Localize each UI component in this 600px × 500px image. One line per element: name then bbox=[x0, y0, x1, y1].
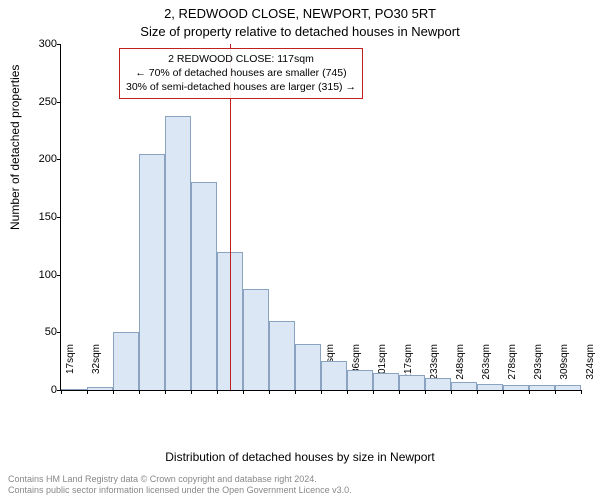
x-tick-mark bbox=[529, 390, 530, 394]
x-tick-mark bbox=[165, 390, 166, 394]
y-tick-mark bbox=[57, 332, 61, 333]
histogram-bar bbox=[295, 344, 321, 390]
x-axis-label: Distribution of detached houses by size … bbox=[0, 450, 600, 464]
x-tick-label: 324sqm bbox=[585, 344, 596, 394]
y-tick-mark bbox=[57, 217, 61, 218]
y-tick-mark bbox=[57, 44, 61, 45]
annotation-line: ← 70% of detached houses are smaller (74… bbox=[126, 66, 356, 80]
x-tick-mark bbox=[295, 390, 296, 394]
y-tick-label: 100 bbox=[27, 269, 57, 281]
y-tick-label: 200 bbox=[27, 153, 57, 165]
footer-line1: Contains HM Land Registry data © Crown c… bbox=[8, 474, 592, 485]
x-tick-mark bbox=[477, 390, 478, 394]
x-tick-mark bbox=[243, 390, 244, 394]
y-tick-label: 250 bbox=[27, 96, 57, 108]
y-tick-label: 300 bbox=[27, 38, 57, 50]
histogram-bar bbox=[191, 182, 217, 390]
x-tick-mark bbox=[503, 390, 504, 394]
histogram-bar bbox=[425, 378, 451, 390]
chart-title-line1: 2, REDWOOD CLOSE, NEWPORT, PO30 5RT bbox=[0, 6, 600, 21]
x-tick-mark bbox=[555, 390, 556, 394]
annotation-line: 30% of semi-detached houses are larger (… bbox=[126, 80, 356, 94]
annotation-line: 2 REDWOOD CLOSE: 117sqm bbox=[126, 52, 356, 66]
x-tick-mark bbox=[425, 390, 426, 394]
histogram-bar bbox=[165, 116, 191, 390]
chart-title-line2: Size of property relative to detached ho… bbox=[0, 24, 600, 39]
x-tick-mark bbox=[347, 390, 348, 394]
histogram-bar bbox=[61, 389, 87, 390]
histogram-bar bbox=[87, 387, 113, 390]
y-tick-mark bbox=[57, 159, 61, 160]
histogram-bar bbox=[529, 385, 555, 390]
histogram-bar bbox=[399, 375, 425, 390]
y-tick-label: 150 bbox=[27, 211, 57, 223]
x-tick-mark bbox=[113, 390, 114, 394]
x-tick-mark bbox=[451, 390, 452, 394]
x-tick-mark bbox=[581, 390, 582, 394]
x-tick-mark bbox=[61, 390, 62, 394]
histogram-bar bbox=[477, 384, 503, 390]
annotation-box: 2 REDWOOD CLOSE: 117sqm← 70% of detached… bbox=[119, 48, 363, 99]
x-tick-mark bbox=[321, 390, 322, 394]
histogram-bar bbox=[347, 370, 373, 390]
y-tick-label: 50 bbox=[27, 326, 57, 338]
histogram-bar bbox=[373, 373, 399, 390]
histogram-bar bbox=[451, 382, 477, 390]
x-tick-mark bbox=[139, 390, 140, 394]
x-tick-mark bbox=[399, 390, 400, 394]
y-tick-mark bbox=[57, 275, 61, 276]
histogram-bar bbox=[113, 332, 139, 390]
footer-text: Contains HM Land Registry data © Crown c… bbox=[8, 474, 592, 497]
histogram-bar bbox=[321, 361, 347, 390]
histogram-bar bbox=[269, 321, 295, 390]
x-tick-mark bbox=[269, 390, 270, 394]
x-tick-mark bbox=[373, 390, 374, 394]
histogram-bar bbox=[555, 385, 581, 390]
y-axis-label: Number of detached properties bbox=[8, 65, 22, 230]
y-tick-label: 0 bbox=[27, 384, 57, 396]
footer-line2: Contains public sector information licen… bbox=[8, 485, 592, 496]
x-tick-label: 17sqm bbox=[65, 344, 76, 394]
histogram-bar bbox=[503, 385, 529, 390]
histogram-bar bbox=[139, 154, 165, 390]
histogram-bar bbox=[243, 289, 269, 390]
x-tick-mark bbox=[191, 390, 192, 394]
x-tick-mark bbox=[87, 390, 88, 394]
x-tick-mark bbox=[217, 390, 218, 394]
y-tick-mark bbox=[57, 102, 61, 103]
plot-area: 05010015020025030017sqm32sqm48sqm63sqm78… bbox=[60, 44, 581, 391]
